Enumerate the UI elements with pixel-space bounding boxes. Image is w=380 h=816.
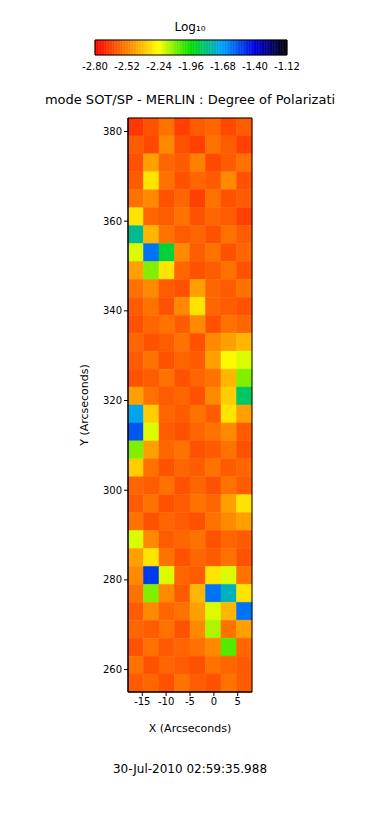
svg-text:-1.40: -1.40	[242, 61, 268, 72]
html-text:30-Jul-2010 02:59:35.988: 30-Jul-2010 02:59:35.988	[113, 762, 267, 776]
svg-text:360: 360	[103, 216, 122, 227]
svg-text:320: 320	[103, 395, 122, 406]
svg-text:-5: -5	[185, 696, 195, 707]
svg-text:-2.52: -2.52	[114, 61, 140, 72]
svg-text:-15: -15	[134, 696, 150, 707]
svg-text:-2.24: -2.24	[146, 61, 172, 72]
svg-text:300: 300	[103, 485, 122, 496]
svg-text:-1.96: -1.96	[178, 61, 204, 72]
svg-text:-2.80: -2.80	[82, 61, 108, 72]
svg-text:260: 260	[103, 664, 122, 675]
svg-text:-1.12: -1.12	[274, 61, 300, 72]
svg-text:5: 5	[235, 696, 241, 707]
html-text:Log₁₀: Log₁₀	[174, 20, 206, 34]
svg-text:Y (Arcseconds): Y (Arcseconds)	[78, 364, 91, 447]
html-text:mode SOT/SP - MERLIN : Degree: mode SOT/SP - MERLIN : Degree of Polariz…	[44, 92, 336, 107]
svg-text:0: 0	[211, 696, 217, 707]
svg-text:-1.68: -1.68	[210, 61, 236, 72]
svg-text:380: 380	[103, 126, 122, 137]
svg-text:280: 280	[103, 574, 122, 585]
svg-text:340: 340	[103, 305, 122, 316]
svg-text:X (Arcseconds): X (Arcseconds)	[149, 722, 231, 735]
svg-text:-10: -10	[158, 696, 174, 707]
